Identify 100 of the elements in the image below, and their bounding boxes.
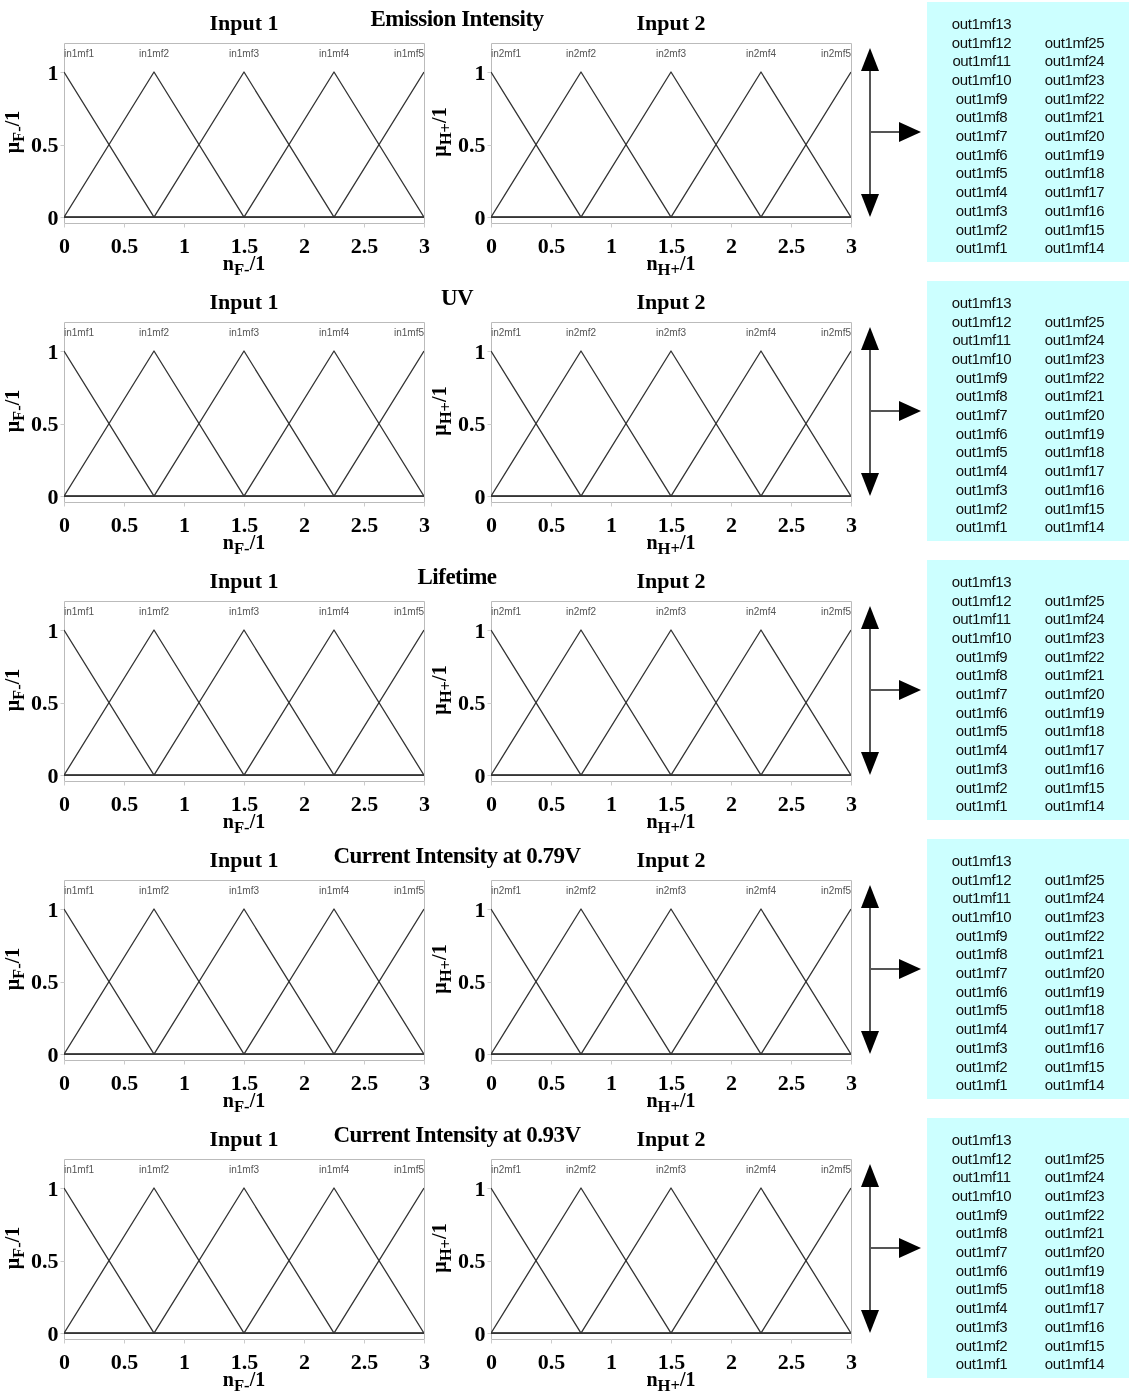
text: out1mf4 <box>954 1020 1009 1039</box>
series-label: in2mf2 <box>565 606 597 617</box>
series-label: in2mf5 <box>820 885 852 896</box>
series-label: in1mf4 <box>318 48 350 59</box>
text: out1mf13 <box>951 1130 1012 1150</box>
text: out1mf25 <box>1044 1149 1105 1169</box>
x-tick-label: 3 <box>846 232 857 258</box>
y-tick-label: 1 <box>47 59 59 85</box>
y-tick-label: 0 <box>474 1320 486 1346</box>
series-label: in2mf4 <box>745 327 777 338</box>
text: out1mf24 <box>1044 52 1105 71</box>
text: out1mf19 <box>1044 982 1105 1002</box>
text: out1mf24 <box>1044 610 1105 629</box>
text: out1mf6 <box>954 424 1009 444</box>
text: out1mf24 <box>1044 1168 1105 1187</box>
series-label: in1mf4 <box>318 885 350 896</box>
text: out1mf21 <box>1044 945 1105 965</box>
text: out1mf23 <box>1044 70 1105 90</box>
x-tick-label: 2 <box>726 511 737 537</box>
text: out1mf8 <box>954 945 1009 965</box>
chart-title: Input 2 <box>636 847 706 872</box>
text: out1mf13 <box>951 14 1012 34</box>
series-label: in1mf3 <box>228 885 260 896</box>
text: Lifetime <box>417 564 497 590</box>
text: out1mf6 <box>954 703 1009 723</box>
text: out1mf12 <box>951 33 1012 53</box>
x-tick-label: 2.5 <box>777 1348 806 1374</box>
x-tick-label: 0.5 <box>110 790 139 816</box>
series-label: in2mf5 <box>820 1164 852 1175</box>
series-label: in1mf1 <box>64 606 95 617</box>
text: out1mf5 <box>954 1280 1009 1300</box>
series-label: in2mf2 <box>565 48 597 59</box>
text: out1mf11 <box>951 610 1012 629</box>
text: out1mf16 <box>1044 1317 1105 1337</box>
series-label: in1mf1 <box>64 885 95 896</box>
text: out1mf3 <box>954 1038 1009 1058</box>
series-label: in1mf1 <box>64 327 95 338</box>
series-label: in2mf5 <box>820 606 852 617</box>
text: out1mf17 <box>1044 462 1105 481</box>
text: out1mf11 <box>951 331 1012 350</box>
x-tick-label: 1 <box>606 511 617 537</box>
text: out1mf15 <box>1044 220 1105 240</box>
x-axis-title: n$_{F-}$/1 <box>222 810 266 837</box>
text: out1mf13 <box>951 572 1012 592</box>
text: out1mf6 <box>954 982 1009 1002</box>
x-tick-label: 2 <box>299 1348 310 1374</box>
y-tick-label: 1 <box>474 338 486 364</box>
text: out1mf19 <box>1044 703 1105 723</box>
x-axis-title: n$_{H+}$/1 <box>646 810 696 837</box>
text: out1mf14 <box>1044 1076 1105 1095</box>
chart-title: Input 1 <box>208 289 280 315</box>
x-tick-label: 0.5 <box>110 511 139 537</box>
text: out1mf21 <box>1044 666 1105 686</box>
text: out1mf1 <box>954 1355 1009 1374</box>
series-label: in1mf5 <box>393 606 425 617</box>
y-tick-label: 1 <box>474 896 486 922</box>
series-label: in2mf1 <box>491 327 522 338</box>
x-tick-label: 3 <box>419 790 430 816</box>
text: out1mf9 <box>954 1205 1009 1225</box>
y-tick-label: 1 <box>474 1175 486 1201</box>
series-label: in2mf3 <box>655 1164 687 1175</box>
text: out1mf23 <box>1044 349 1105 369</box>
text: out1mf5 <box>954 164 1009 184</box>
x-tick-label: 1 <box>179 232 190 258</box>
series-label: in1mf3 <box>228 48 260 59</box>
text: out1mf12 <box>951 312 1012 332</box>
series-label: in1mf5 <box>393 327 425 338</box>
x-tick-label: 2.5 <box>350 511 379 537</box>
text: out1mf2 <box>954 220 1009 240</box>
y-tick-label: 0.5 <box>31 969 59 995</box>
text: out1mf20 <box>1044 964 1105 983</box>
x-tick-label: 0.5 <box>110 1348 139 1374</box>
series-label: in2mf2 <box>565 885 597 896</box>
text: out1mf4 <box>954 183 1009 202</box>
series-label: in1mf4 <box>318 1164 350 1175</box>
x-tick-label: 2.5 <box>350 1069 379 1095</box>
text: out1mf22 <box>1044 647 1105 667</box>
x-tick-label: 2.5 <box>777 790 806 816</box>
y-tick-label: 0.5 <box>31 1248 59 1274</box>
series-label: in1mf2 <box>138 48 170 59</box>
x-tick-label: 0.5 <box>110 1069 139 1095</box>
text: out1mf21 <box>1044 1224 1105 1244</box>
chart-title: Input 2 <box>636 1126 706 1151</box>
y-tick-label: 0.5 <box>31 132 59 158</box>
y-tick-label: 0 <box>47 204 59 230</box>
text: out1mf19 <box>1044 145 1105 165</box>
text: out1mf15 <box>1044 1057 1105 1077</box>
text: out1mf1 <box>954 797 1009 816</box>
x-axis-title: n$_{F-}$/1 <box>222 1089 266 1116</box>
text: out1mf16 <box>1044 201 1105 221</box>
text: out1mf2 <box>954 1336 1009 1356</box>
text: out1mf2 <box>954 1057 1009 1077</box>
text: out1mf10 <box>951 1186 1012 1206</box>
text: out1mf10 <box>951 349 1012 369</box>
text: out1mf6 <box>954 1261 1009 1281</box>
text: out1mf25 <box>1044 591 1105 611</box>
text: out1mf18 <box>1044 1001 1105 1021</box>
x-tick-label: 2 <box>726 1348 737 1374</box>
y-tick-label: 0.5 <box>458 969 486 995</box>
x-axis-title: n$_{F-}$/1 <box>222 252 266 279</box>
